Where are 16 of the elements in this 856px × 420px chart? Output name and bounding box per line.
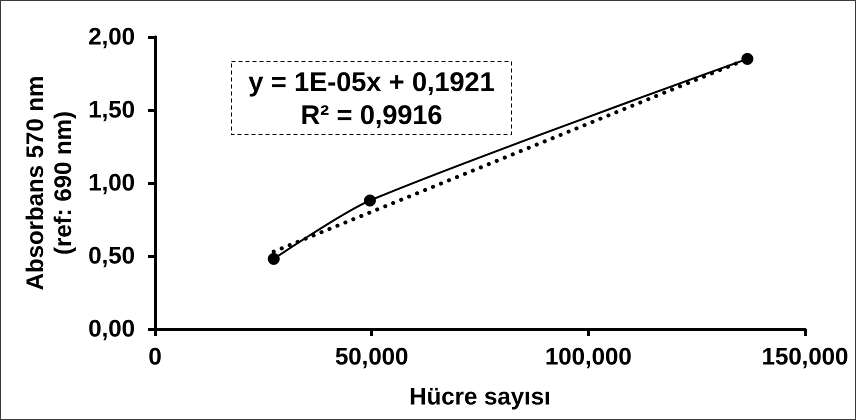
annotation: R² = 0,9916 [300,100,442,130]
x-tick-label: 100,000 [544,344,632,370]
point [741,52,754,65]
y-tick-label: 0,50 [88,242,135,270]
y-tick-label: 1,00 [88,170,135,196]
annotation: y = 1E-05x + 0,1921 [248,67,495,97]
y-tick-label: 2,00 [88,24,135,50]
point [268,252,280,265]
x-tick-label: 50,000 [334,344,408,370]
y-tick-label: 1,50 [88,96,135,124]
y-axis-title: Absorbans 570 nm (ref: 690 nm) [22,76,77,290]
x-axis-title: Hücre sayısı [409,384,551,410]
point [364,194,376,207]
y-tick-label: 0,00 [88,316,135,342]
x-tick-label: 0 [148,344,162,370]
x-tick-label: 150,000 [762,344,848,370]
